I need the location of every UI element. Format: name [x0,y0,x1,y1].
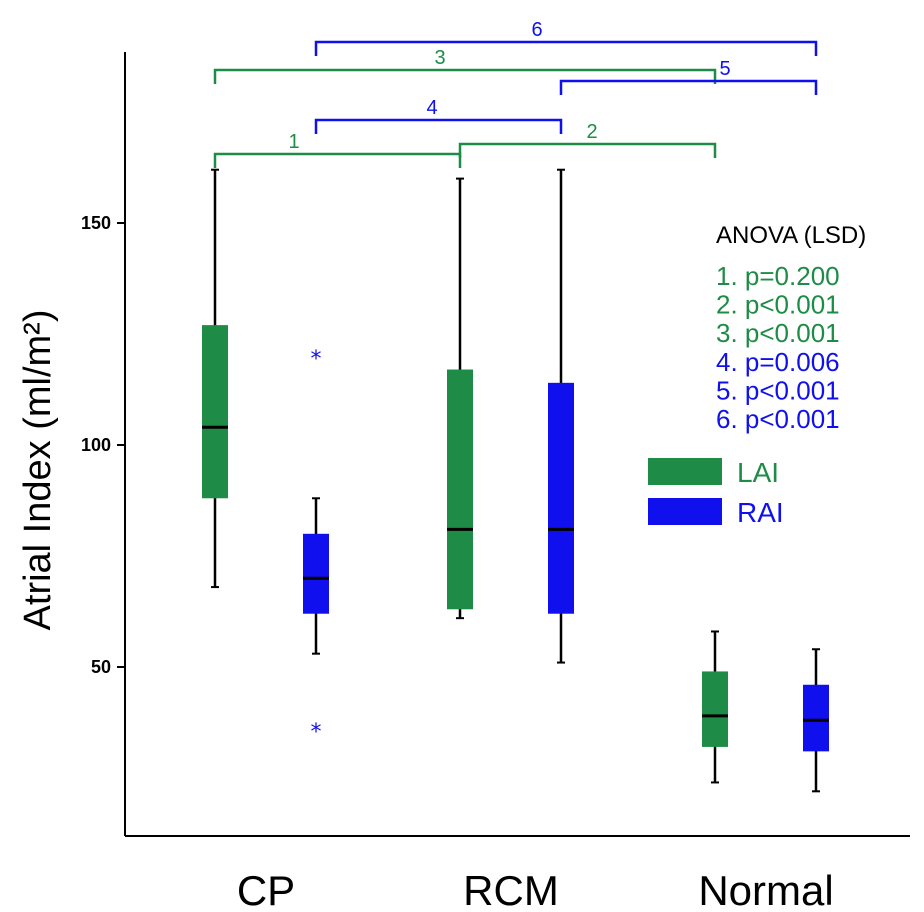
box-rai-cp: ** [303,347,329,745]
bracket-line [213,68,717,84]
y-tick-label: 150 [81,213,111,233]
comparison-brackets: 1 2 3 4 5 6 [213,19,818,168]
bracket-line [213,152,462,168]
legend-label-rai: RAI [737,497,784,528]
y-tick-label: 100 [81,435,111,455]
anova-result-line: 3. p<0.001 [716,318,840,348]
anova-result-line: 4. p=0.006 [716,347,840,377]
anova-result-line: 5. p<0.001 [716,375,840,405]
y-axis-label: Atrial Index (ml/m²) [17,310,59,631]
x-category-label: RCM [463,867,559,912]
legend-swatch-lai [648,458,722,485]
bracket-line [314,118,563,134]
box-iqr [303,533,329,614]
bracket-4: 4 [314,97,563,134]
box-rai-normal [803,648,829,793]
bracket-3: 3 [213,47,717,84]
axes: 50 100 150 CP RCM Normal Atrial Index (ml/m²) [17,52,910,912]
bracket-6: 6 [314,19,818,56]
x-category-label: CP [237,867,295,912]
box-iqr [548,382,574,614]
bracket-1: 1 [213,131,462,168]
bracket-label: 1 [288,131,299,153]
box-lai-rcm [447,177,473,620]
bracket-label: 6 [531,19,542,41]
legend-swatch-rai [648,498,722,525]
box-lai-cp [202,168,228,589]
box-iqr [202,325,228,499]
boxes: ** [202,168,829,793]
y-tick-label: 50 [91,657,111,677]
box-rai-rcm [548,168,574,664]
bracket-2: 2 [458,121,717,158]
bracket-label: 3 [434,47,445,69]
box-iqr [447,369,473,610]
bracket-line [314,40,818,56]
bracket-label: 2 [586,121,597,143]
box-iqr [702,671,728,747]
legend: LAI RAI [648,457,784,528]
legend-label-lai: LAI [737,457,779,488]
anova-title: ANOVA (LSD) [716,222,866,249]
anova-result-line: 1. p=0.200 [716,261,840,291]
box-lai-normal [702,630,728,784]
outlier-point: * [311,347,322,372]
bracket-5: 5 [559,58,818,95]
anova-result-line: 2. p<0.001 [716,290,840,320]
outlier-point: * [311,720,322,745]
bracket-line [559,79,818,95]
bracket-label: 4 [426,97,437,119]
x-category-label: Normal [698,867,833,912]
anova-result-line: 6. p<0.001 [716,404,840,434]
bracket-label: 5 [719,58,730,80]
box-iqr [803,684,829,752]
bracket-line [458,142,717,158]
